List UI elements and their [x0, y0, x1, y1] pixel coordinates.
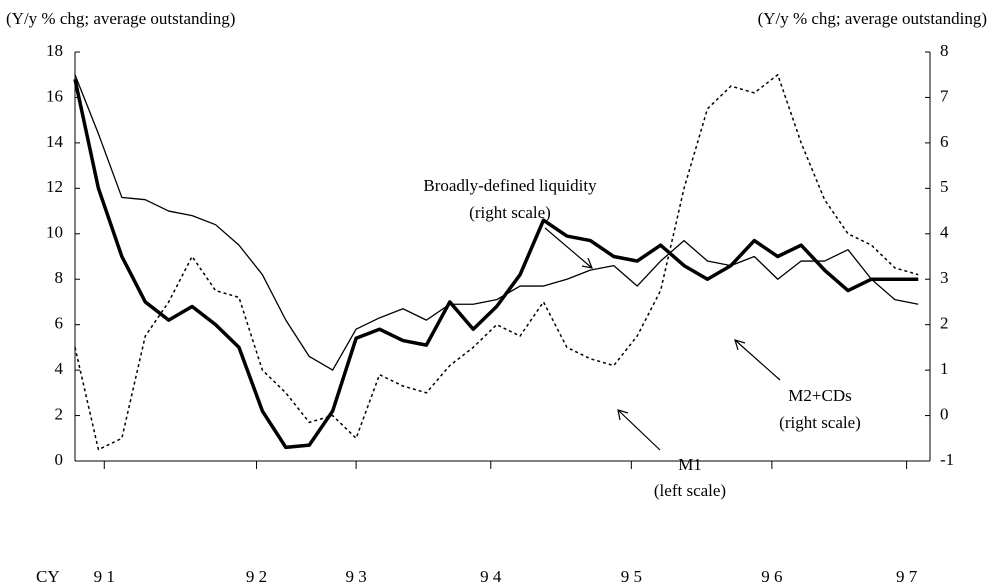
- annotation: (right scale): [469, 203, 551, 222]
- y-tick-label: 0: [55, 450, 64, 469]
- x-tick-label: 9 5: [621, 567, 642, 586]
- y2-tick-label: 3: [940, 268, 949, 287]
- y2-tick-label: 6: [940, 132, 949, 151]
- x-tick-label: 9 7: [896, 567, 918, 586]
- series-line: [74, 73, 919, 451]
- annotation: (right scale): [779, 413, 861, 432]
- x-tick-label: 9 4: [480, 567, 502, 586]
- y-axis-label: (Y/y % chg; average outstanding): [6, 9, 235, 28]
- y-tick-label: 8: [55, 268, 64, 287]
- y2-tick-label: 7: [940, 86, 949, 105]
- series-line: [74, 74, 919, 371]
- x-tick-label: 9 2: [246, 567, 267, 586]
- annotation: (left scale): [654, 481, 726, 500]
- y-tick-label: 12: [46, 177, 63, 196]
- x-tick-label: 9 1: [94, 567, 115, 586]
- x-tick-label: 9 6: [761, 567, 782, 586]
- annotation: M1: [678, 455, 702, 474]
- y2-axis-label: (Y/y % chg; average outstanding): [758, 9, 987, 28]
- series-line: [73, 78, 919, 450]
- y2-tick-label: 4: [940, 223, 949, 242]
- y-tick-label: 4: [55, 359, 64, 378]
- y2-tick-label: 0: [940, 404, 949, 423]
- y-tick-label: 18: [46, 41, 63, 60]
- y2-tick-label: 5: [940, 177, 949, 196]
- y-tick-label: 2: [55, 404, 64, 423]
- annotation: Broadly-defined liquidity: [423, 176, 597, 195]
- y-tick-label: 16: [46, 86, 63, 105]
- x-axis-label: CY: [36, 567, 60, 586]
- y2-tick-label: 1: [940, 359, 949, 378]
- y2-tick-label: 8: [940, 41, 949, 60]
- x-tick-label: 9 3: [345, 567, 366, 586]
- axes: [74, 52, 931, 462]
- y-tick-label: 10: [46, 223, 63, 242]
- y-tick-label: 6: [55, 314, 64, 333]
- annotation: M2+CDs: [788, 386, 851, 405]
- y2-tick-label: 2: [940, 314, 949, 333]
- arrows: [544, 227, 781, 451]
- y2-tick-label: -1: [940, 450, 954, 469]
- y-tick-label: 14: [46, 132, 64, 151]
